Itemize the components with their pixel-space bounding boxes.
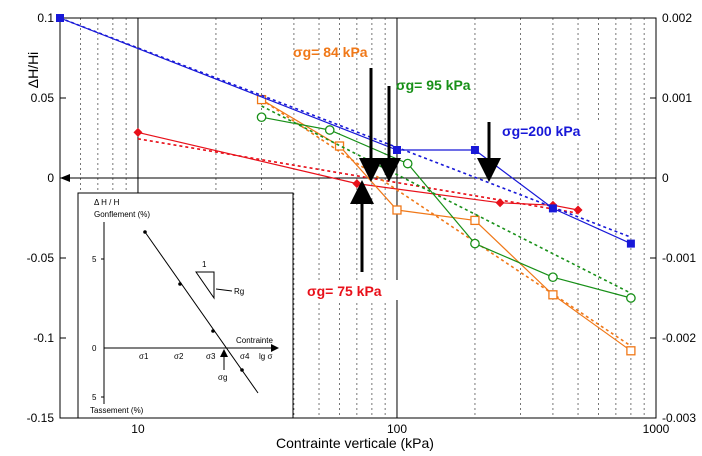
- y2-tick-label: -0.003: [662, 411, 696, 425]
- inset-diagram: Δ H / H Gonflement (%) Tassement (%) 5 0…: [77, 192, 294, 419]
- annotation-green: σg= 95 kPa: [396, 77, 471, 93]
- annotation-blue-bg: [498, 120, 610, 140]
- data-point: [133, 127, 143, 137]
- data-point: [402, 158, 413, 169]
- data-point: [256, 94, 267, 105]
- data-point: [548, 204, 557, 213]
- y2-tick-label: -0.001: [662, 251, 696, 265]
- series-fit-line: [137, 138, 579, 214]
- inset-y-tick-top: 5: [92, 255, 97, 264]
- annotation-blue: σg=200 kPa: [502, 123, 581, 139]
- inset-rg-label: Rg: [234, 287, 244, 296]
- plot-frame: [59, 17, 657, 419]
- data-point: [256, 112, 267, 123]
- grid: [80, 18, 645, 418]
- x-axis-title: Contrainte verticale (kPa): [276, 435, 434, 451]
- inset-y-tick-mid: 0: [92, 344, 97, 353]
- series-line: [261, 116, 632, 299]
- data-point: [334, 141, 345, 151]
- inset-slope-triangle: [195, 271, 215, 300]
- inset-top-label: Gonflement (%): [94, 210, 150, 219]
- y-tick-label: 0.05: [31, 91, 55, 105]
- x-tick-label: 10: [131, 422, 145, 436]
- annotation-red-bg: [305, 280, 403, 300]
- series-layer: [56, 14, 636, 356]
- inset-frame: [77, 192, 294, 419]
- annotations: σg= 84 kPa σg= 95 kPa σg=200 kPa σg= 75 …: [293, 44, 610, 300]
- inset-trend-line: [144, 231, 259, 394]
- inset-point-3: [211, 329, 215, 333]
- annotation-red: σg= 75 kPa: [307, 283, 382, 299]
- data-point: [626, 346, 636, 356]
- data-point: [495, 198, 505, 208]
- inset-x-label-1: σ1: [139, 352, 149, 361]
- data-point: [626, 293, 636, 303]
- data-point: [548, 272, 558, 283]
- y2-tick-label: 0.002: [662, 11, 692, 25]
- inset-rg-leader: [215, 288, 233, 292]
- left-axis-ticks: 0.1 0.05 0 -0.05 -0.1 -0.15: [27, 11, 66, 425]
- series-fit-line: [261, 98, 632, 347]
- inset-point-2: [178, 282, 182, 286]
- inset-point-4: [240, 368, 244, 372]
- inset-bottom-label: Tassement (%): [90, 406, 144, 415]
- data-point: [573, 205, 583, 215]
- annotation-orange: σg= 84 kPa: [293, 44, 368, 60]
- inset-x-label-2: σ2: [174, 352, 184, 361]
- x-tick-label: 1000: [643, 422, 670, 436]
- inset-x-label-4: σ4: [240, 352, 250, 361]
- data-point: [392, 146, 401, 154]
- x-tick-label: 100: [387, 422, 407, 436]
- y2-tick-label: -0.002: [662, 331, 696, 345]
- inset-y-tick-bottom: 5: [92, 393, 97, 402]
- y-tick-label: 0: [47, 171, 54, 185]
- data-point: [470, 215, 480, 226]
- inset-x-label-3: σ3: [206, 352, 216, 361]
- inset-slope-label: 1: [202, 260, 207, 269]
- bottom-axis-ticks: 10 100 1000: [131, 422, 669, 436]
- inset-sg-label: σg: [218, 373, 227, 382]
- data-point: [392, 205, 402, 215]
- inset-lg-label: lg σ: [259, 352, 272, 361]
- data-point: [626, 239, 635, 248]
- y-tick-label: -0.1: [33, 331, 54, 345]
- inset-y-title: Δ H / H: [94, 198, 120, 207]
- data-point: [548, 290, 558, 300]
- y2-tick-label: 0.001: [662, 91, 692, 105]
- y2-tick-label: 0: [662, 171, 669, 185]
- data-point: [56, 14, 64, 22]
- data-point: [470, 146, 479, 154]
- right-axis-ticks: 0.002 0.001 0 -0.001 -0.002 -0.003: [650, 11, 696, 425]
- inset-point-1: [143, 230, 147, 234]
- y-tick-label: -0.15: [27, 411, 55, 425]
- data-point: [324, 125, 335, 135]
- data-point: [352, 179, 362, 189]
- y-tick-label: -0.05: [27, 251, 55, 265]
- y-tick-label: 0.1: [37, 11, 54, 25]
- inset-contrainte-label: Contrainte: [236, 336, 273, 345]
- y-axis-title: ΔH/Hi: [25, 52, 41, 89]
- data-point: [470, 238, 480, 249]
